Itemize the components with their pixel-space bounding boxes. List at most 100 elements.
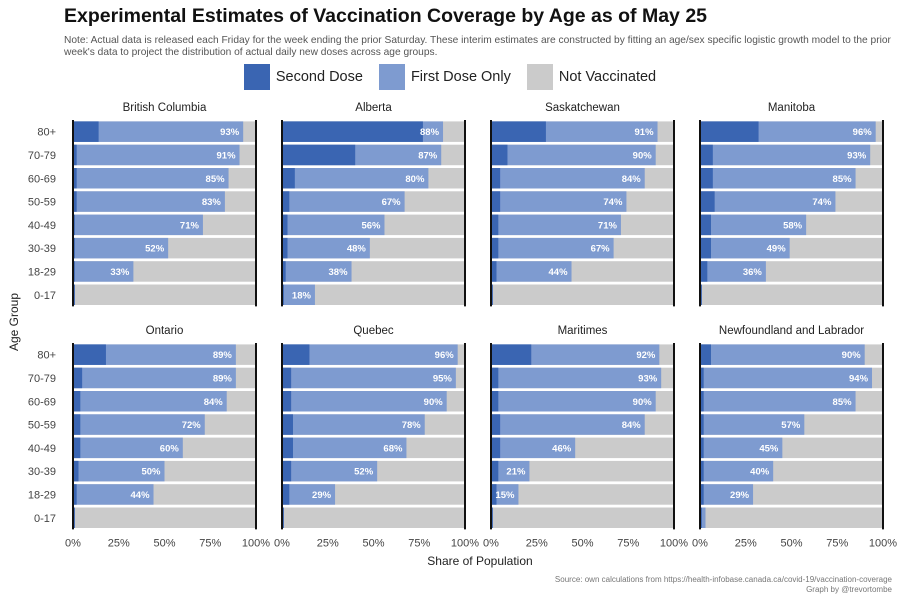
bar-second-dose (491, 191, 501, 212)
x-tick-label: 0% (274, 537, 290, 549)
bar-second-dose (282, 214, 288, 236)
bar-first-dose-only (491, 214, 621, 236)
bar-data-label: 91% (635, 127, 655, 138)
bar-second-dose (73, 191, 77, 212)
bar-second-dose (282, 391, 292, 412)
y-tick-label: 18-29 (28, 266, 56, 278)
bar-data-label: 52% (145, 244, 165, 255)
y-tick-label: 70-79 (28, 373, 56, 385)
bar-first-dose-only (700, 484, 754, 505)
bar-data-label: 90% (633, 150, 653, 161)
bar-not-vaccinated (491, 460, 674, 482)
bar-second-dose (491, 168, 501, 189)
bar-data-label: 84% (204, 397, 224, 408)
legend-swatch-second-dose (243, 64, 270, 90)
bar-data-label: 74% (603, 197, 623, 208)
panel-title: Newfoundland and Labrador (719, 325, 864, 337)
legend-label-second-dose: Second Dose (275, 69, 363, 85)
bar-second-dose (700, 237, 711, 259)
x-tick-label: 25% (317, 537, 339, 549)
bar-second-dose (491, 144, 508, 166)
legend-swatch-not-vaccinated (526, 64, 553, 90)
bar-first-dose-only (73, 367, 236, 389)
bar-first-dose-only (491, 191, 627, 212)
bar-first-dose-only (282, 168, 429, 189)
bar-second-dose (491, 214, 499, 236)
bar-first-dose-only (73, 437, 183, 459)
bar-data-label: 96% (853, 127, 873, 138)
bar-second-dose (700, 168, 713, 189)
bar-second-dose (700, 214, 711, 236)
panel-title: Quebec (353, 325, 394, 337)
bar-second-dose (700, 391, 704, 412)
bar-data-label: 80% (405, 174, 425, 185)
bar-data-label: 60% (160, 443, 180, 454)
bar-first-dose-only (491, 484, 519, 505)
panel-ontario: Ontario 89% 80+ 89% 70-79 84% 60-69 72% 50-59 60%… (28, 325, 270, 549)
bar-data-label: 90% (424, 397, 444, 408)
bar-data-label: 83% (202, 197, 222, 208)
bar-first-dose-only (282, 261, 352, 282)
panel-saskatchewan: Saskatchewan 91% 90% 84% 74% 71% 67% 44% (490, 102, 675, 307)
bar-first-dose-only (700, 437, 783, 459)
bar-data-label: 56% (361, 220, 381, 231)
bar-second-dose (73, 168, 77, 189)
bar-data-label: 71% (598, 220, 618, 231)
y-axis-label: Age Group (7, 293, 21, 351)
bar-second-dose (700, 367, 704, 389)
bar-first-dose-only (491, 261, 572, 282)
bar-first-dose-only (73, 121, 244, 142)
bar-not-vaccinated (491, 284, 674, 305)
panel-title: Manitoba (768, 102, 816, 114)
bar-second-dose (491, 484, 497, 505)
x-tick-label: 100% (660, 537, 688, 549)
bar-data-label: 91% (217, 150, 237, 161)
bar-second-dose (282, 191, 290, 212)
bar-second-dose (282, 414, 293, 435)
bar-second-dose (700, 144, 713, 166)
y-tick-label: 80+ (37, 127, 56, 139)
bar-data-label: 29% (312, 490, 332, 501)
bar-second-dose (491, 367, 499, 389)
bar-first-dose-only (700, 261, 766, 282)
bar-data-label: 85% (206, 174, 226, 185)
bar-first-dose-only (282, 460, 378, 482)
bar-data-label: 95% (433, 373, 453, 384)
bar-data-label: 84% (622, 174, 642, 185)
bar-second-dose (700, 344, 711, 365)
y-tick-label: 30-39 (28, 466, 56, 478)
bar-second-dose (491, 460, 499, 482)
bar-first-dose-only (282, 484, 336, 505)
x-tick-label: 0% (65, 537, 81, 549)
bar-data-label: 52% (354, 467, 374, 478)
bar-data-label: 21% (506, 467, 526, 478)
bar-second-dose (700, 437, 704, 459)
bar-second-dose (73, 144, 77, 166)
bar-first-dose-only (282, 344, 458, 365)
bar-first-dose-only (491, 237, 614, 259)
bar-data-label: 44% (549, 267, 569, 278)
bar-second-dose (73, 484, 77, 505)
panel-quebec: Quebec 96% 95% 90% 78% 68% 52% 29% 0% 25% 50% 75% 10… (274, 325, 479, 549)
y-tick-label: 60-69 (28, 173, 56, 185)
panel-manitoba: Manitoba 96% 93% 85% 74% 58% 49% 36% (699, 102, 884, 307)
bar-data-label: 33% (110, 267, 130, 278)
bar-data-label: 85% (833, 174, 853, 185)
y-tick-label: 60-69 (28, 396, 56, 408)
y-tick-label: 30-39 (28, 243, 56, 255)
panel-title: Saskatchewan (545, 102, 620, 114)
bar-data-label: 84% (622, 420, 642, 431)
bar-second-dose (282, 144, 356, 166)
bar-first-dose-only (282, 214, 385, 236)
bar-data-label: 45% (759, 443, 779, 454)
bar-first-dose-only (491, 391, 656, 412)
bar-first-dose-only (282, 367, 456, 389)
x-tick-label: 50% (780, 537, 802, 549)
bar-data-label: 38% (329, 267, 349, 278)
bar-first-dose-only (491, 367, 662, 389)
bar-first-dose-only (282, 284, 315, 305)
y-tick-label: 50-59 (28, 420, 56, 432)
bar-first-dose-only (700, 391, 856, 412)
bar-first-dose-only (700, 237, 790, 259)
x-tick-label: 50% (362, 537, 384, 549)
